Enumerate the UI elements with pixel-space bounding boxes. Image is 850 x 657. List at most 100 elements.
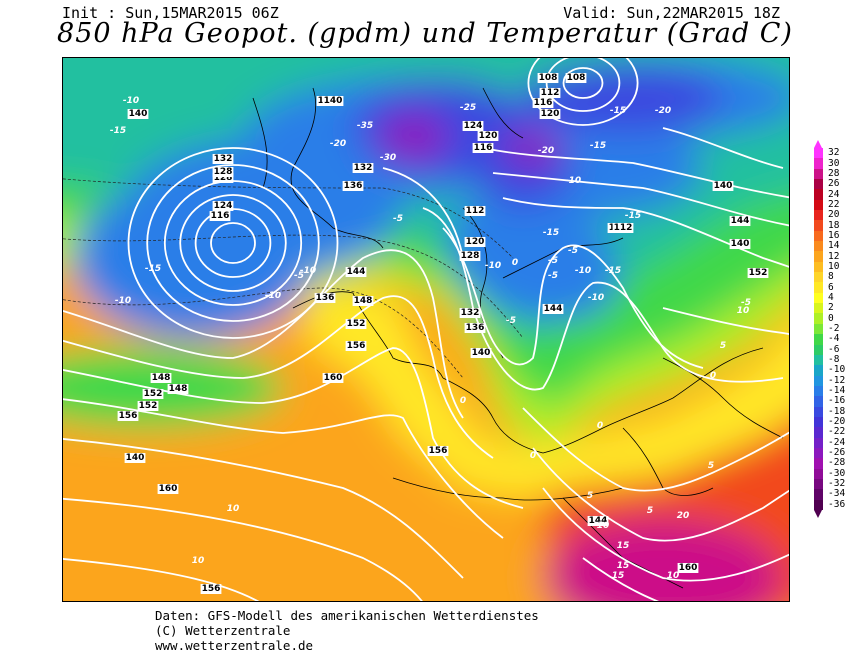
isohypse: [63, 347, 524, 509]
geopotential-label-box: [314, 293, 336, 303]
colorbar-label: -28: [828, 457, 846, 469]
geopotential-label: 140: [731, 239, 750, 249]
colorbar-swatch: [814, 375, 823, 387]
geopotential-label-box: [427, 446, 449, 456]
colorbar-swatch: [814, 385, 823, 397]
colorbar-label: -18: [828, 405, 846, 417]
geopotential-label-box: [477, 131, 499, 141]
geopotential-label-box: [352, 296, 374, 306]
geopotential-label-box: [470, 348, 492, 358]
colorbar-label: 24: [828, 188, 840, 200]
isohypse: [542, 487, 789, 582]
field-blob: [543, 518, 783, 601]
colorbar-label: -30: [828, 467, 846, 479]
geopotential-label: 140: [324, 96, 343, 106]
geopotential-label: 128: [214, 167, 233, 177]
colorbar-swatch: [814, 406, 823, 418]
geopotential-label-box: [729, 216, 751, 226]
colorbar-label: 16: [828, 229, 840, 241]
temperature-label: -5: [393, 214, 403, 224]
geopotential-label: 116: [474, 143, 493, 153]
geopotential-label-box: [345, 319, 367, 329]
colorbar-swatch: [814, 489, 823, 501]
isotherm: [63, 287, 464, 379]
geopotential-label-box: [464, 323, 486, 333]
colorbar-swatch: [814, 447, 823, 459]
isohypse: [527, 58, 639, 126]
colorbar-swatch: [814, 199, 823, 211]
geopotential-label: 120: [466, 237, 485, 247]
geopotential-label: 136: [344, 181, 363, 191]
colorbar-swatch: [814, 499, 823, 511]
temperature-label: 15: [617, 561, 630, 571]
geopotential-label-box: [127, 109, 149, 119]
geopotential-label: 156: [429, 446, 448, 456]
geopotential-label: 144: [347, 267, 366, 277]
temperature-label: 0: [460, 396, 466, 406]
colorbar-swatch: [814, 282, 823, 294]
geopotential-label: 108: [539, 73, 558, 83]
colorbar-top-arrow: [814, 140, 822, 148]
temperature-label: -5: [548, 256, 558, 266]
temperature-label: -15: [610, 106, 626, 116]
colorbar-swatch: [814, 396, 823, 408]
field-blob: [378, 113, 448, 163]
geopotential-label: 156: [202, 584, 221, 594]
colorbar-swatch: [814, 158, 823, 170]
temperature-label: 0: [512, 258, 518, 268]
geopotential-label-box: [124, 453, 146, 463]
isohypse: [63, 438, 464, 579]
colorbar-swatch: [814, 458, 823, 470]
temperature-label: -10: [300, 266, 316, 276]
geopotential-label: 136: [316, 293, 335, 303]
colorbar-swatch: [814, 179, 823, 190]
temperature-label: 5: [720, 341, 726, 351]
coastline: [542, 347, 764, 454]
geopotential-label-box: [537, 73, 559, 83]
colorbar-label: 12: [828, 250, 840, 262]
geopotential-label-box: [462, 121, 484, 131]
geopotential-label: 132: [354, 163, 373, 173]
geopotential-label-box: [200, 584, 222, 594]
geopotential-label: 132: [461, 308, 480, 318]
isohypse: [482, 147, 789, 199]
geopotential-label-box: [322, 373, 344, 383]
geopotential-label: 136: [466, 323, 485, 333]
geopotential-label: 108: [567, 73, 586, 83]
isohypse: [562, 67, 604, 99]
geopotential-label: 120: [479, 131, 498, 141]
geopotential-label-box: [150, 373, 172, 383]
geopotential-label: 116: [534, 98, 553, 108]
isohypse: [146, 164, 320, 322]
geopotential-label-box: [137, 401, 159, 411]
colorbar-swatch: [814, 168, 823, 180]
colorbar-swatch: [814, 354, 823, 366]
geopotential-label-box: [142, 389, 164, 399]
geopotential-label-box: [345, 267, 367, 277]
isohypse: [179, 194, 287, 292]
field-blob: [445, 193, 621, 323]
colorbar-swatch: [814, 210, 823, 221]
geopotential-label: 128: [214, 173, 233, 183]
temperature-label: 5: [587, 491, 593, 501]
temperature-label: 15: [617, 541, 630, 551]
temperature-label: -10: [265, 291, 281, 301]
colorbar-label: -36: [828, 498, 846, 510]
website-link: www.wetterzentrale.de: [155, 638, 314, 653]
geopotential-contours: [63, 58, 789, 601]
isohypse: [662, 307, 789, 336]
temperature-label: -5: [568, 246, 578, 256]
field-region: [303, 288, 789, 498]
geopotential-label-box: [532, 98, 554, 108]
map-title: 850 hPa Geopot. (gpdm) und Temperatur (G…: [57, 18, 793, 49]
geopotential-label: 144: [589, 516, 608, 526]
colorbar-swatch: [814, 313, 823, 325]
isohypse: [532, 447, 789, 542]
colorbar-label: -16: [828, 395, 846, 407]
temperature-label: 10: [667, 571, 680, 581]
temperature-label: -20: [538, 146, 554, 156]
geopotential-label: 144: [731, 216, 750, 226]
temperature-label: -15: [605, 266, 621, 276]
colorbar-label: -4: [828, 333, 840, 345]
colorbar-label: -12: [828, 374, 846, 386]
